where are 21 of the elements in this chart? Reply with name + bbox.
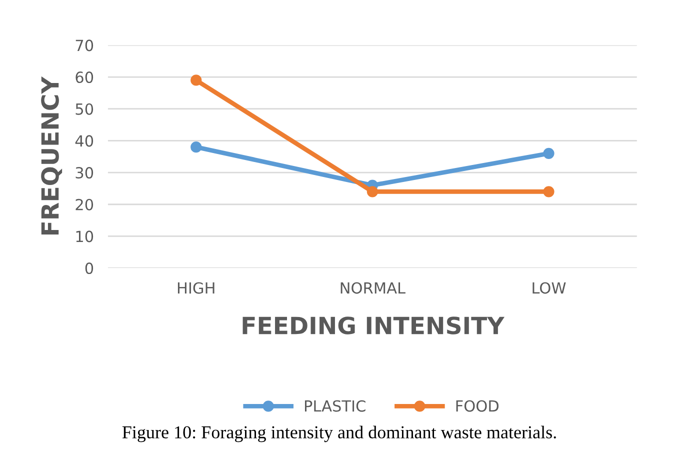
x-axis-title: FEEDING INTENSITY xyxy=(242,316,504,334)
y-tick-label: 20 xyxy=(76,198,94,210)
point xyxy=(366,186,378,198)
y-tick-label: 70 xyxy=(76,40,94,52)
x-tick-label: NORMAL xyxy=(340,282,406,294)
x-tick-label: LOW xyxy=(532,282,566,294)
caption: Figure 10: Foraging intensity and dominant waste materials. xyxy=(122,426,556,442)
point xyxy=(190,142,202,153)
point xyxy=(190,74,202,86)
y-axis-title: FREQUENCY xyxy=(41,76,62,234)
y-tick-label: 60 xyxy=(76,72,94,84)
y-tick-label: 40 xyxy=(75,135,94,147)
x-tick-label: HIGH xyxy=(178,282,214,294)
y-tick-label: 10 xyxy=(76,230,94,242)
y-tick-label: 0 xyxy=(85,262,94,274)
legend-label: FOOD xyxy=(456,400,499,412)
y-tick-label: 50 xyxy=(76,103,94,115)
point xyxy=(543,186,554,198)
legend-label: PLASTIC xyxy=(304,400,366,412)
y-tick-label: 30 xyxy=(76,167,94,179)
point xyxy=(543,148,554,159)
